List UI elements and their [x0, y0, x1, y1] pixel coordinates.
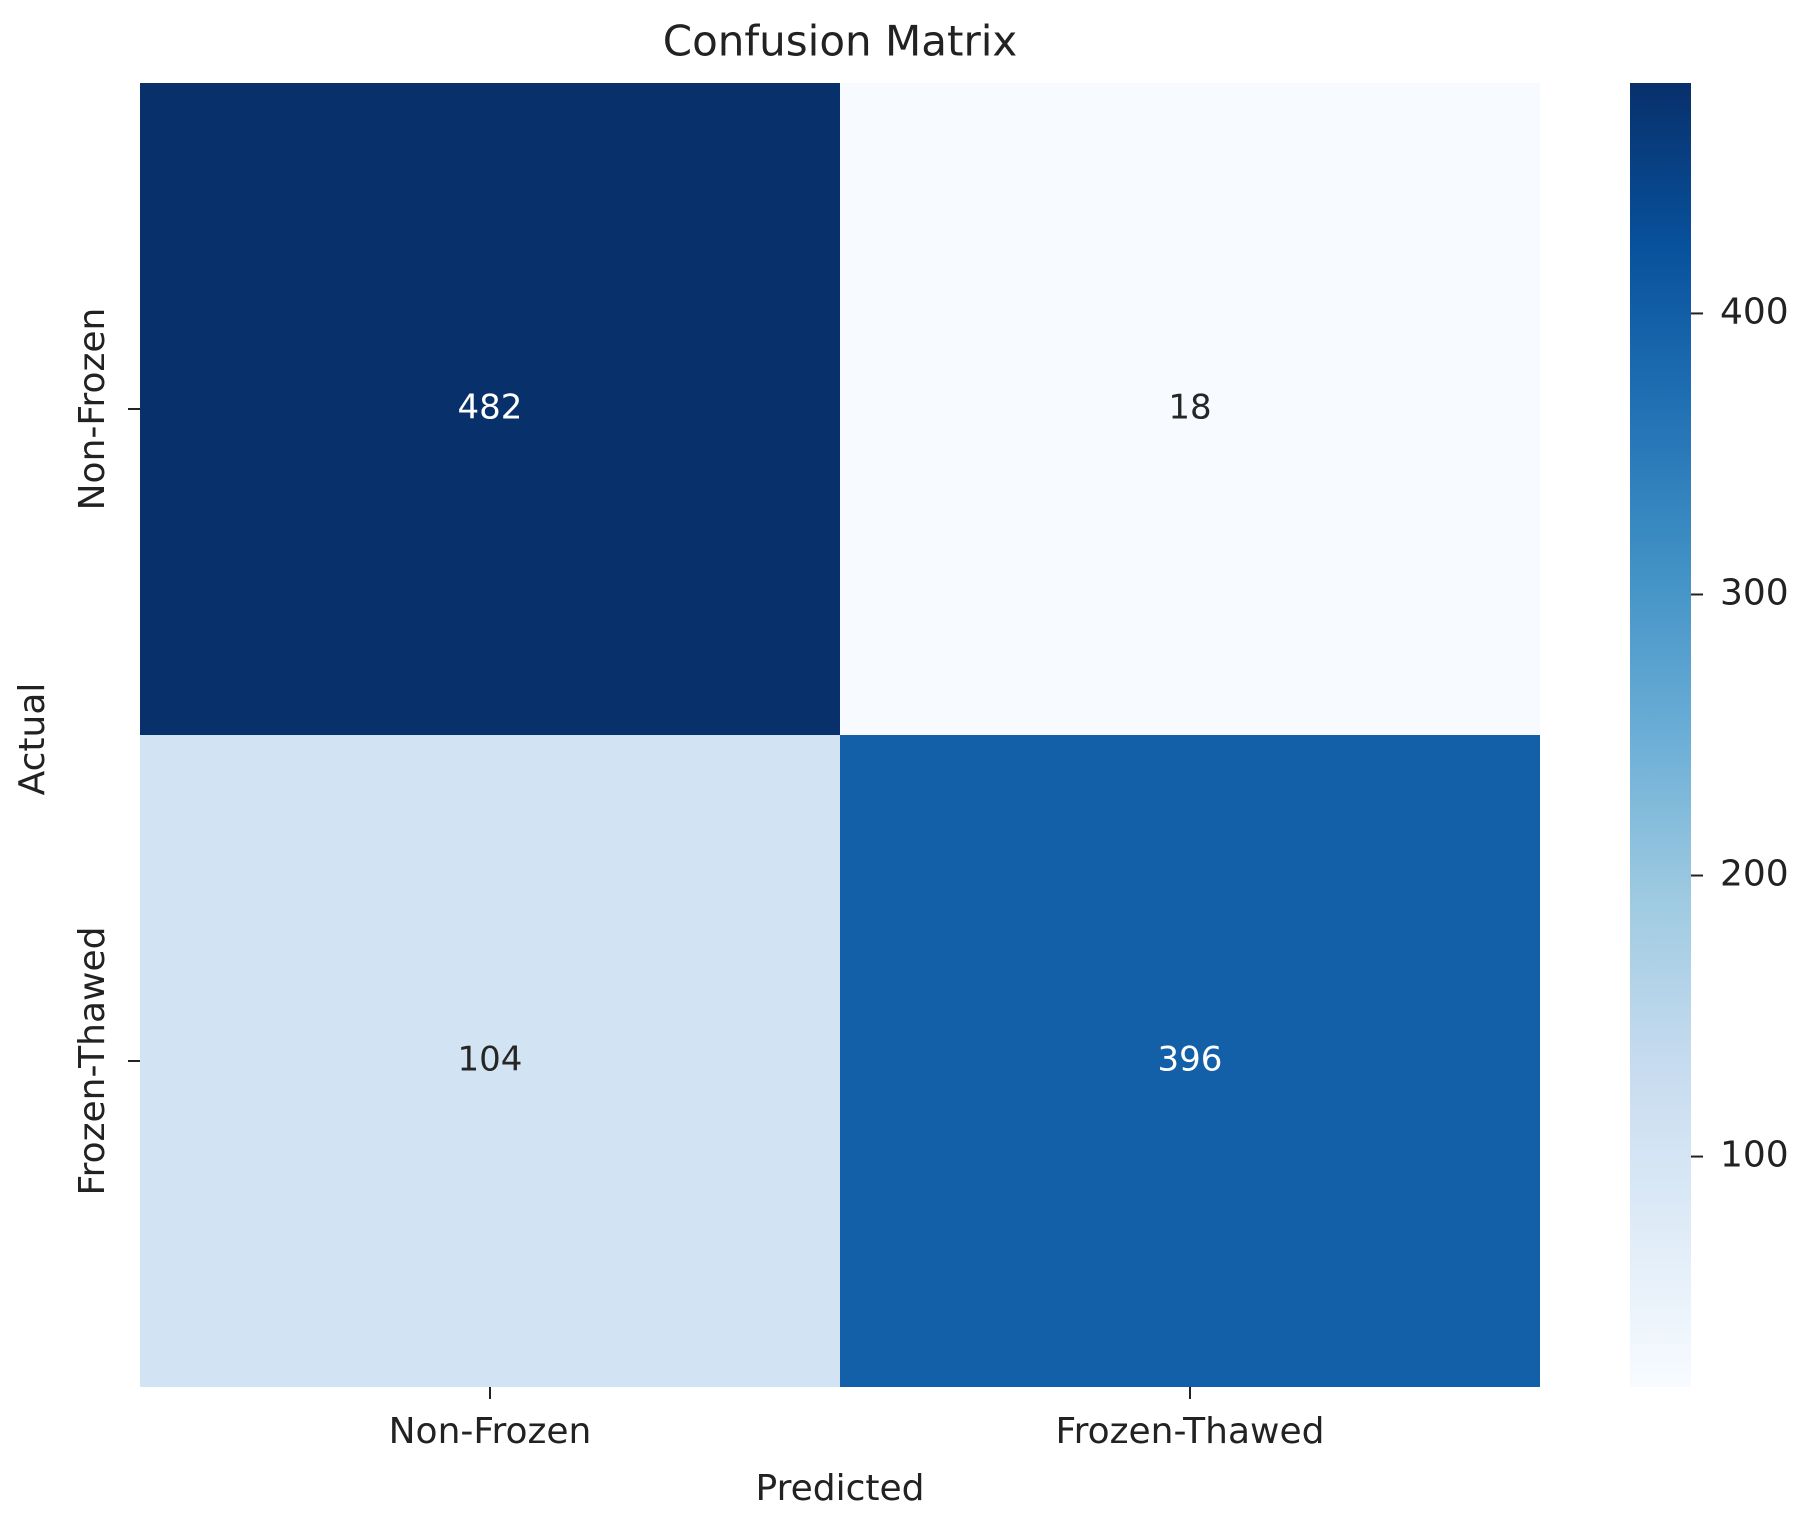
colorbar-tick-label: 300: [1720, 572, 1789, 613]
chart-title: Confusion Matrix: [663, 17, 1018, 66]
y-tick-label: Non-Frozen: [72, 308, 113, 511]
cell-label: 396: [1158, 1040, 1223, 1080]
colorbar-tick-label: 400: [1720, 291, 1789, 332]
heatmap-cell: [840, 735, 1540, 1387]
heatmap-cell: [840, 83, 1540, 735]
y-tick-label: Frozen-Thawed: [72, 927, 113, 1196]
x-tick-label: Non-Frozen: [389, 1411, 592, 1452]
heatmap-cell: [140, 83, 840, 735]
y-axis-label: Actual: [12, 683, 53, 796]
colorbar-tick-label: 100: [1720, 1135, 1789, 1176]
x-axis-label: Predicted: [756, 1468, 925, 1509]
cell-label: 104: [458, 1040, 523, 1080]
cell-label: 482: [458, 388, 523, 428]
cell-label: 18: [1168, 388, 1211, 428]
x-tick-label: Frozen-Thawed: [1056, 1411, 1325, 1452]
colorbar: [1630, 83, 1691, 1387]
heatmap-cell: [140, 735, 840, 1387]
colorbar-tick-label: 200: [1720, 854, 1789, 895]
